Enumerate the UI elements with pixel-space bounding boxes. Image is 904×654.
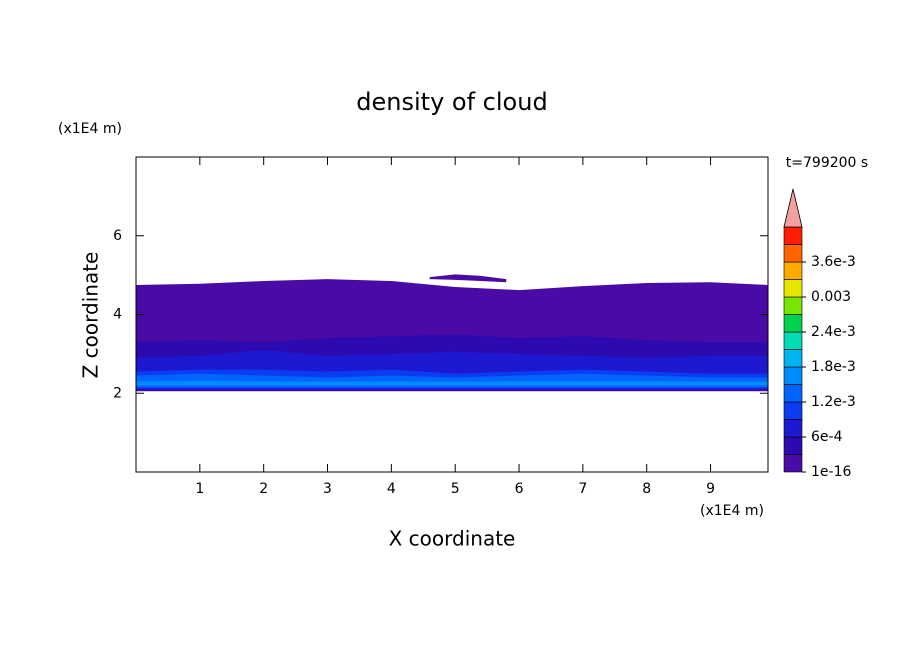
colorbar-band bbox=[783, 419, 803, 438]
colorbar-tick-label: 1e-16 bbox=[811, 464, 851, 480]
chart-title: density of cloud bbox=[356, 88, 547, 116]
colorbar-extend bbox=[783, 188, 803, 228]
x-axis-label: X coordinate bbox=[389, 527, 516, 551]
x-tick-label: 5 bbox=[451, 481, 460, 497]
colorbar-tick-label: 1.8e-3 bbox=[811, 359, 856, 375]
y-tick-label: 6 bbox=[113, 228, 122, 244]
colorbar-band bbox=[783, 454, 803, 473]
colorbar-band bbox=[783, 244, 803, 263]
colorbar-tick-label: 6e-4 bbox=[811, 429, 843, 445]
y-axis-label: Z coordinate bbox=[79, 252, 103, 379]
colorbar-band bbox=[783, 401, 803, 420]
colorbar-band bbox=[783, 331, 803, 350]
time-label: t=799200 s bbox=[786, 155, 868, 171]
y-tick-label: 4 bbox=[113, 307, 122, 323]
colorbar-band bbox=[783, 436, 803, 455]
x-tick-label: 7 bbox=[578, 481, 587, 497]
colorbar-band bbox=[783, 366, 803, 385]
colorbar-band bbox=[783, 384, 803, 403]
contour-region bbox=[429, 274, 507, 283]
y-unit: (x1E4 m) bbox=[58, 121, 122, 137]
colorbar-tick-label: 1.2e-3 bbox=[811, 394, 856, 410]
x-tick-label: 8 bbox=[642, 481, 651, 497]
x-tick-label: 9 bbox=[706, 481, 715, 497]
x-tick-label: 4 bbox=[387, 481, 396, 497]
colorbar-band bbox=[783, 296, 803, 315]
colorbar-band bbox=[783, 261, 803, 280]
colorbar-tick-label: 2.4e-3 bbox=[811, 324, 856, 340]
x-tick-label: 1 bbox=[195, 481, 204, 497]
x-tick-label: 2 bbox=[259, 481, 268, 497]
x-unit: (x1E4 m) bbox=[700, 503, 764, 519]
colorbar-band bbox=[783, 279, 803, 298]
colorbar-tick-label: 3.6e-3 bbox=[811, 254, 856, 270]
colorbar-tick-label: 0.003 bbox=[811, 289, 851, 305]
colorbar-band bbox=[783, 349, 803, 368]
colorbar-band bbox=[783, 314, 803, 333]
colorbar-band bbox=[783, 226, 803, 245]
contour-region bbox=[136, 380, 768, 386]
y-tick-label: 2 bbox=[113, 385, 122, 401]
x-tick-label: 6 bbox=[515, 481, 524, 497]
x-tick-label: 3 bbox=[323, 481, 332, 497]
